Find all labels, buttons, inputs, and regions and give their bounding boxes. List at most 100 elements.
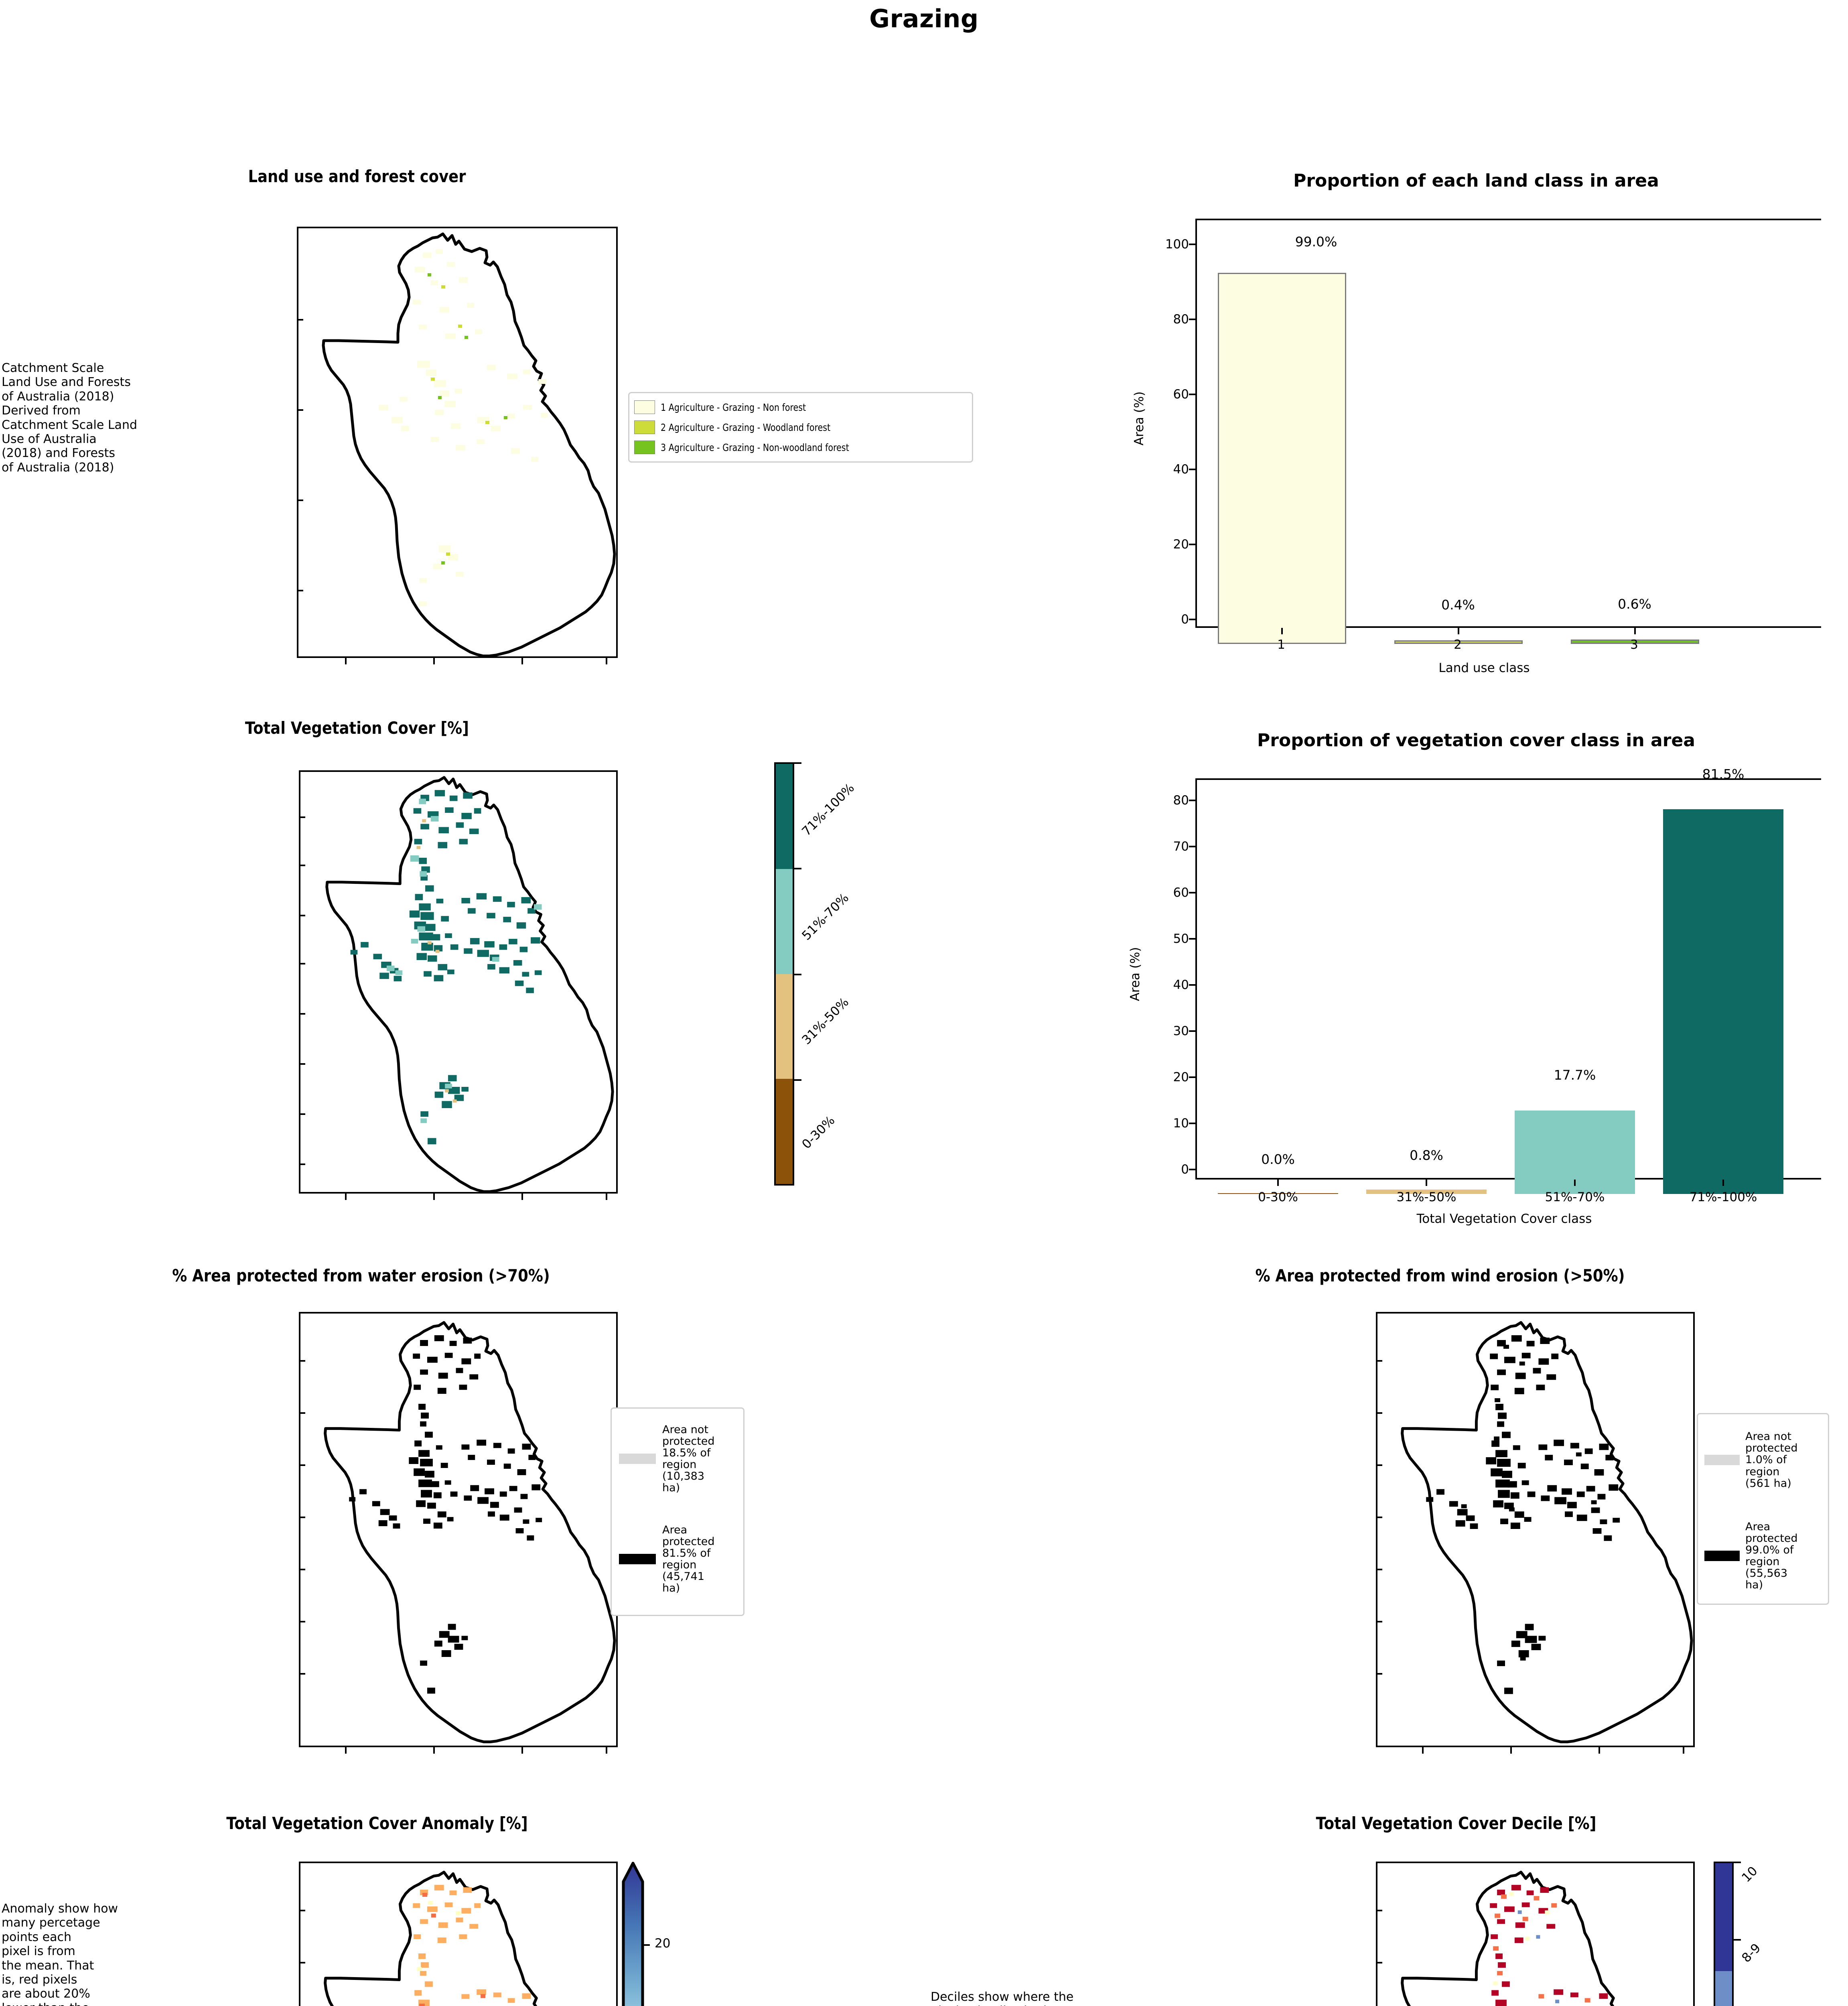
plot-area (1195, 778, 1821, 1180)
xtick-2: 2 (1454, 638, 1462, 652)
map-tick (299, 1412, 305, 1414)
anomaly-colorbar[interactable] (621, 1858, 645, 2006)
water-erosion-map[interactable] (299, 1312, 618, 1747)
cbar-tick (794, 1079, 801, 1081)
ytick-mark (1189, 938, 1195, 940)
ytick-80: 80 (1173, 312, 1189, 327)
cbar-tick (794, 762, 801, 764)
map-tick (299, 816, 305, 818)
map-tick (297, 499, 303, 501)
veg-cover-panel-title: Total Vegetation Cover [%] (245, 718, 469, 738)
map-tick (299, 1063, 305, 1065)
ytick-mark (1189, 984, 1195, 986)
legend-swatch-not-protected (1704, 1455, 1740, 1465)
map-tick (299, 1621, 305, 1622)
legend-label-1: 1 Agriculture - Grazing - Non forest (661, 401, 806, 413)
legend-swatch-3 (634, 441, 655, 454)
cbar-label-10: 10 (1739, 1864, 1761, 1885)
bar-1[interactable] (1218, 273, 1346, 644)
map-tick (1422, 1747, 1424, 1754)
xtick-mark (1426, 1180, 1427, 1186)
bar-71-100[interactable] (1663, 809, 1783, 1194)
ytick-70: 70 (1173, 839, 1189, 854)
legend-item[interactable]: 3 Agriculture - Grazing - Non-woodland f… (629, 437, 972, 457)
cbar-label-51-70: 51%-70% (799, 890, 852, 943)
map-tick (299, 1013, 305, 1015)
xtick-31-50: 31%-50% (1396, 1190, 1456, 1204)
ytick-mark (1189, 244, 1195, 245)
decile-map[interactable] (1376, 1862, 1695, 2006)
ytick-40: 40 (1173, 462, 1189, 477)
x-axis-label: Land use class (1438, 661, 1530, 675)
wind-erosion-legend: Area not protected 1.0% of region (561 h… (1697, 1413, 1829, 1605)
wind-erosion-map[interactable] (1376, 1312, 1695, 1747)
anomaly-explainer: Anomaly show how many percetage points e… (2, 1902, 118, 2006)
decile-colorbar[interactable] (1714, 1862, 1734, 2006)
ytick-mark (1189, 319, 1195, 320)
veg-cover-chart: 80 70 60 50 40 30 20 10 0 Area (%) 0.0% … (1128, 766, 1821, 1226)
water-erosion-panel-title: % Area protected from water erosion (>70… (172, 1266, 550, 1285)
water-erosion-legend: Area not protected 18.5% of region (10,3… (611, 1407, 744, 1616)
ytick-mark (1189, 1076, 1195, 1078)
legend-label-3: 3 Agriculture - Grazing - Non-woodland f… (661, 441, 849, 453)
map-tick (345, 1747, 347, 1754)
ytick-20: 20 (1173, 537, 1189, 552)
xtick-mark (1277, 1180, 1279, 1186)
decile-panel-title: Total Vegetation Cover Decile [%] (1316, 1813, 1596, 1833)
cbar-tick (1734, 1862, 1741, 1863)
map-tick (299, 1360, 305, 1362)
anomaly-panel-title: Total Vegetation Cover Anomaly [%] (226, 1813, 528, 1833)
map-tick (433, 1194, 435, 1200)
bar-value-3: 0.6% (1618, 596, 1651, 612)
legend-label-2: 2 Agriculture - Grazing - Woodland fores… (661, 421, 831, 433)
xtick-3: 3 (1630, 638, 1638, 652)
map-tick (299, 1517, 305, 1518)
map-tick (299, 963, 305, 964)
map-tick (1376, 1673, 1382, 1675)
x-axis-label: Total Vegetation Cover class (1416, 1212, 1592, 1226)
legend-label-protected: Area protected 81.5% of region (45,741 h… (662, 1523, 715, 1595)
legend-item[interactable]: 2 Agriculture - Grazing - Woodland fores… (629, 417, 972, 437)
map-tick (606, 1194, 607, 1200)
bar-2[interactable] (1394, 640, 1523, 644)
xtick-mark (1458, 628, 1459, 634)
map-tick (1376, 1621, 1382, 1622)
bar-0-30[interactable] (1218, 1193, 1338, 1194)
map-tick (1376, 1962, 1382, 1963)
ytick-mark (1189, 892, 1195, 893)
ytick-20: 20 (1173, 1070, 1189, 1084)
veg-cover-colorbar[interactable] (774, 762, 794, 1186)
ytick-mark (1189, 800, 1195, 801)
cbar-tick (794, 974, 801, 975)
anomaly-map[interactable] (299, 1862, 618, 2006)
veg-cover-map-svg (325, 776, 614, 1192)
cbar-label-71-100: 71%-100% (799, 780, 858, 839)
xtick-71-100: 71%-100% (1689, 1190, 1757, 1204)
map-tick (521, 658, 523, 664)
legend-item[interactable]: 1 Agriculture - Grazing - Non forest (629, 397, 972, 417)
cbar-tick (794, 868, 801, 869)
cbar-tick-20: 20 (655, 1936, 671, 1951)
land-use-panel-title: Land use and forest cover (248, 166, 466, 186)
map-tick (299, 1910, 305, 1911)
veg-cover-map[interactable] (299, 770, 618, 1194)
cbar-label-0-30: 0-30% (799, 1113, 838, 1152)
ytick-mark (1189, 846, 1195, 847)
legend-swatch-protected (619, 1554, 656, 1564)
ytick-0: 0 (1181, 612, 1189, 627)
legend-label-protected: Area protected 99.0% of region (55,563 h… (1745, 1520, 1798, 1592)
bar-3[interactable] (1571, 640, 1699, 644)
map-tick (1598, 1747, 1600, 1754)
map-tick (1683, 1747, 1684, 1754)
anomaly-colorbar-svg (622, 1862, 644, 2006)
decile-map-svg (1401, 1870, 1615, 2006)
land-use-legend: 1 Agriculture - Grazing - Non forest 2 A… (628, 392, 973, 463)
land-use-map[interactable] (297, 227, 618, 658)
land-use-source-note: Catchment Scale Land Use and Forests of … (2, 361, 137, 475)
veg-cover-chart-title: Proportion of vegetation cover class in … (1257, 730, 1695, 751)
bar-31-50[interactable] (1366, 1190, 1487, 1194)
wind-erosion-map-svg (1401, 1321, 1693, 1744)
ytick-80: 80 (1173, 793, 1189, 808)
ytick-100: 100 (1165, 237, 1189, 252)
water-erosion-map-svg (324, 1321, 616, 1744)
